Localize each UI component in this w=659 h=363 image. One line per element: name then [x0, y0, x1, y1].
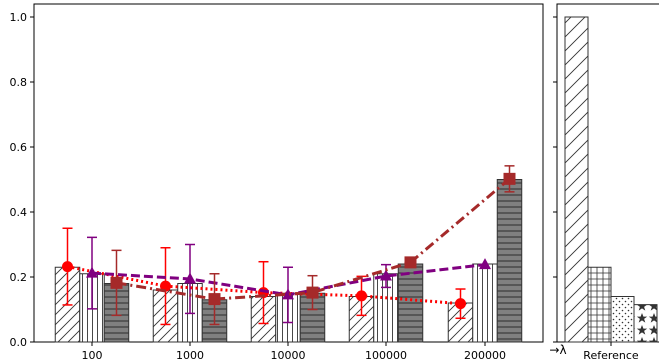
y-tick-label: 0.0 — [10, 336, 28, 349]
data-point — [86, 266, 98, 278]
y-tick-label: 0.8 — [10, 76, 28, 89]
reference-bar — [610, 296, 635, 343]
main-plot-area: 0.0 0.2 0.4 0.6 0.8 1.0 100 1000 10000 100000 2000… — [10, 3, 567, 362]
data-point — [306, 286, 319, 299]
x-tick-label: 100 — [82, 349, 103, 362]
data-point — [282, 288, 294, 300]
y-tick-label: 0.6 — [10, 141, 28, 154]
data-point — [184, 272, 196, 284]
reference-bar — [564, 16, 589, 343]
data-point — [404, 256, 417, 269]
reference-plot-area: Reference — [553, 3, 659, 362]
data-point — [503, 172, 516, 185]
series-line — [116, 177, 511, 301]
data-point — [356, 290, 367, 302]
data-point — [110, 276, 123, 289]
reference-bar — [587, 266, 612, 343]
series-line — [67, 265, 461, 306]
x-tick-label: 10000 — [271, 349, 306, 362]
bar — [472, 263, 498, 343]
reference-label: Reference — [583, 349, 639, 362]
y-tick-label: 0.4 — [10, 206, 28, 219]
y-tick-label: 1.0 — [10, 11, 28, 24]
data-point — [455, 298, 466, 310]
y-tick-label: 0.2 — [10, 271, 28, 284]
x-tick-label: 200000 — [464, 349, 506, 362]
bar — [496, 179, 523, 343]
x-tick-label: 1000 — [176, 349, 204, 362]
data-point — [479, 258, 491, 270]
data-point — [160, 280, 171, 292]
bar — [397, 263, 424, 343]
reference-bar — [633, 304, 658, 343]
data-point — [208, 293, 221, 306]
data-point — [380, 269, 392, 281]
x-axis-label: →λ — [549, 343, 566, 357]
data-point — [62, 261, 73, 273]
x-tick-label: 100000 — [365, 349, 407, 362]
